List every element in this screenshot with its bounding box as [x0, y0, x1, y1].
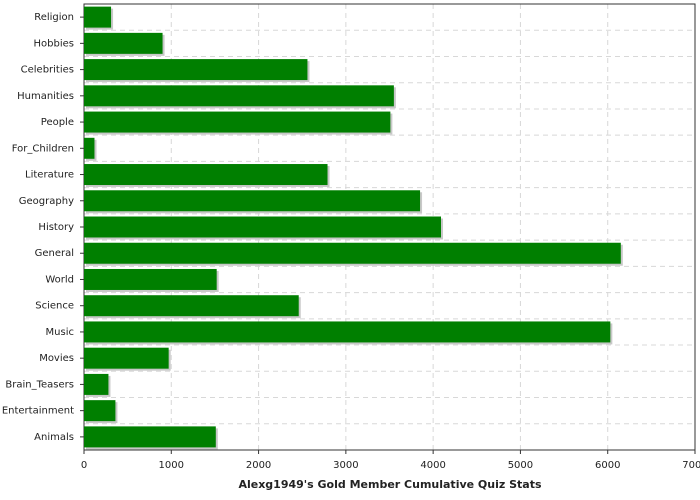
bar: [84, 190, 421, 212]
bar: [84, 347, 169, 369]
bar: [84, 373, 109, 395]
y-tick-label: Science: [35, 301, 74, 312]
x-tick-label: 1000: [159, 460, 184, 471]
x-axis-title: Alexg1949's Gold Member Cumulative Quiz …: [238, 478, 542, 491]
y-tick-label: Religion: [34, 12, 74, 23]
bar: [84, 85, 394, 107]
y-tick-label: People: [41, 117, 74, 128]
y-tick-label: Literature: [25, 170, 74, 181]
bar: [84, 59, 308, 81]
x-tick-label: 3000: [333, 460, 358, 471]
x-tick-label: 0: [81, 460, 87, 471]
y-tick-label: Celebrities: [21, 65, 74, 76]
x-tick-label: 2000: [246, 460, 271, 471]
bar: [84, 242, 621, 264]
y-tick-label: Geography: [19, 196, 74, 207]
x-tick-label: 6000: [595, 460, 620, 471]
bar: [84, 164, 328, 186]
bar: [84, 6, 112, 28]
bar: [84, 216, 441, 238]
y-tick-label: Movies: [39, 353, 74, 364]
y-tick-label: For_Children: [12, 143, 74, 154]
y-tick-label: Music: [46, 327, 74, 338]
y-tick-label: Entertainment: [2, 406, 74, 417]
y-tick-label: Hobbies: [34, 38, 74, 49]
y-tick-label: Animals: [34, 432, 74, 443]
bar: [84, 137, 95, 159]
bar: [84, 426, 216, 448]
bar: [84, 321, 611, 343]
y-tick-label: Brain_Teasers: [5, 379, 74, 390]
bar: [84, 295, 299, 317]
y-tick-label: World: [45, 274, 74, 285]
bar: [84, 268, 217, 290]
y-tick-label: History: [38, 222, 74, 233]
y-tick-label: Humanities: [17, 91, 74, 102]
y-tick-label: General: [35, 248, 74, 259]
bar: [84, 111, 391, 133]
x-tick-label: 4000: [420, 460, 445, 471]
x-tick-label: 7000: [682, 460, 700, 471]
bar: [84, 400, 116, 422]
bar: [84, 32, 163, 54]
x-tick-label: 5000: [508, 460, 533, 471]
